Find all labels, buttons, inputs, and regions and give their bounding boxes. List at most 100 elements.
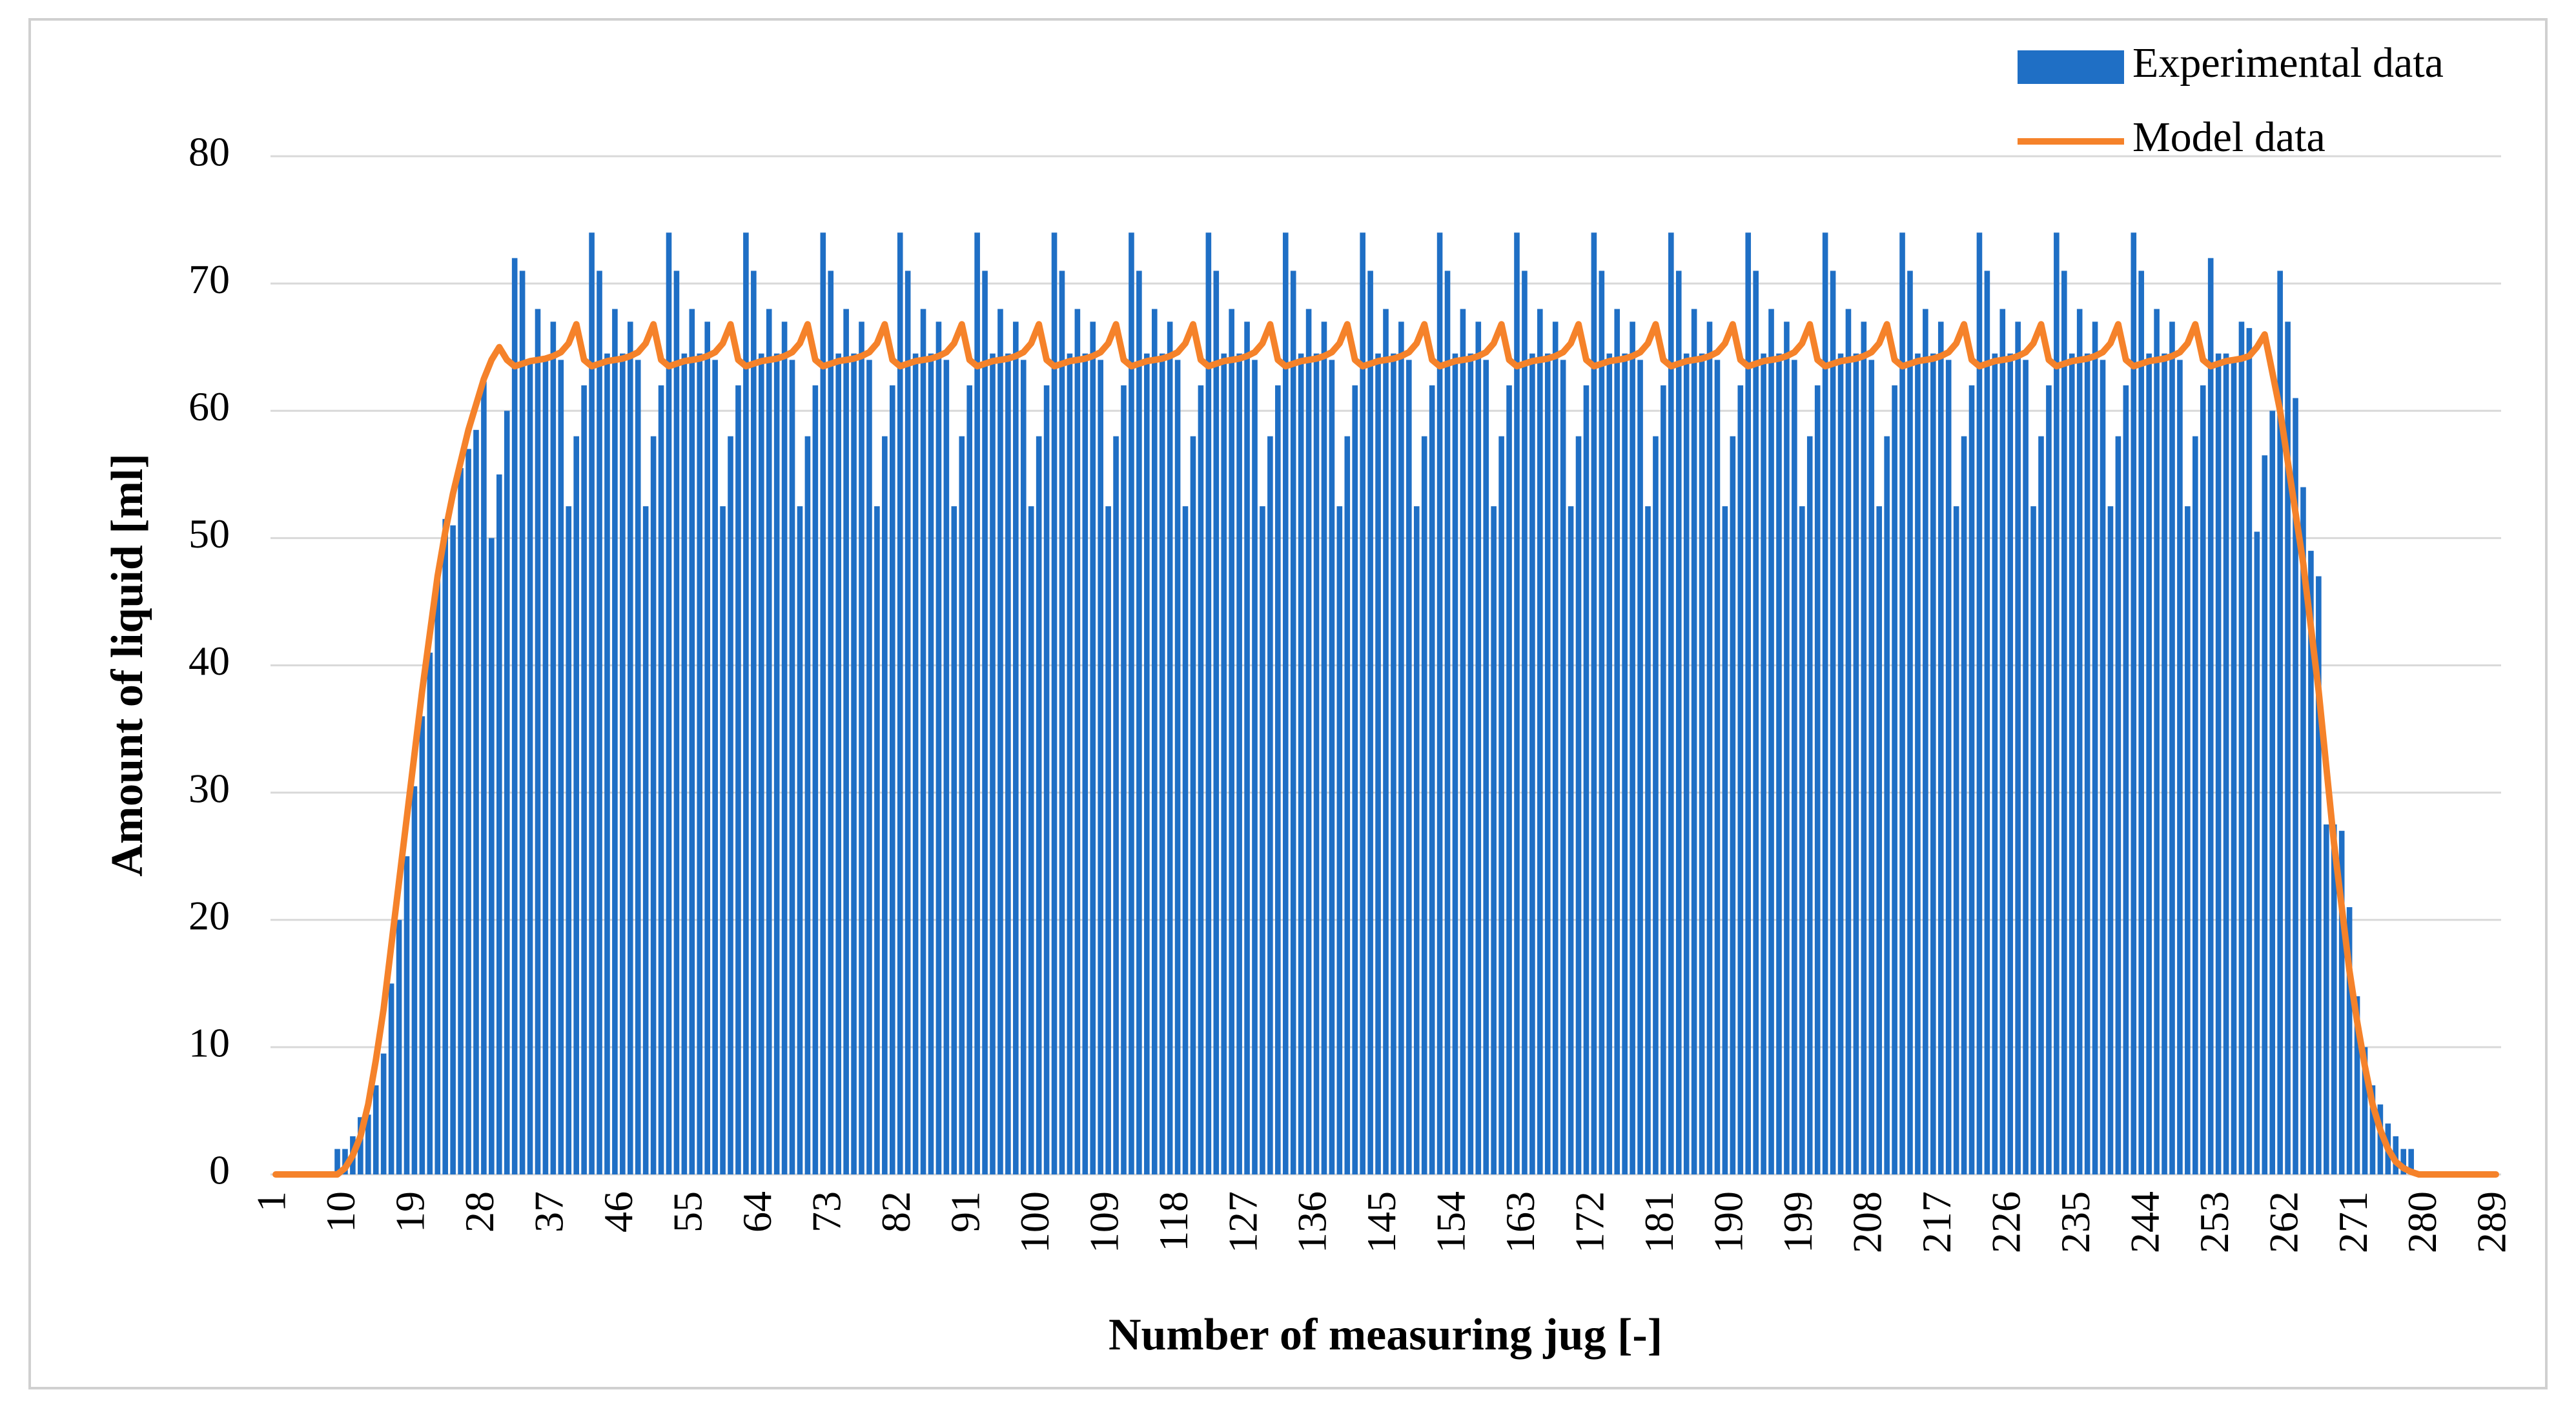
bar bbox=[1699, 353, 1705, 1175]
bar bbox=[1522, 271, 1528, 1175]
bar bbox=[673, 271, 680, 1175]
bar bbox=[1606, 353, 1613, 1175]
bar bbox=[1506, 385, 1512, 1175]
bar bbox=[1675, 271, 1682, 1175]
bar bbox=[1899, 232, 1905, 1174]
bar bbox=[1074, 309, 1081, 1174]
bar bbox=[820, 232, 826, 1174]
bar bbox=[1020, 360, 1027, 1174]
bar bbox=[859, 322, 864, 1175]
bar bbox=[1661, 385, 1666, 1175]
bar bbox=[604, 353, 610, 1175]
bar bbox=[2084, 353, 2090, 1175]
bar bbox=[1336, 506, 1343, 1174]
bar bbox=[1976, 232, 1983, 1174]
bar bbox=[496, 474, 502, 1174]
bar bbox=[434, 576, 441, 1174]
bar bbox=[1776, 353, 1782, 1175]
bar bbox=[2377, 1104, 2384, 1174]
y-tick-label: 20 bbox=[189, 892, 230, 938]
bar bbox=[2400, 1149, 2407, 1174]
bar bbox=[1121, 385, 1127, 1175]
bar bbox=[1884, 436, 1890, 1174]
y-tick-label: 60 bbox=[189, 384, 230, 429]
bar bbox=[427, 652, 433, 1174]
bar bbox=[2185, 506, 2191, 1174]
bar bbox=[1105, 506, 1111, 1174]
bar bbox=[2346, 907, 2353, 1174]
bar bbox=[550, 322, 557, 1175]
x-tick-label: 289 bbox=[2469, 1191, 2515, 1253]
bar bbox=[797, 506, 803, 1174]
bar bbox=[1937, 322, 1944, 1175]
bar bbox=[1452, 353, 1458, 1175]
bar bbox=[2015, 322, 2021, 1175]
bar bbox=[2354, 996, 2360, 1174]
bar bbox=[658, 385, 664, 1175]
x-tick-label: 28 bbox=[456, 1191, 502, 1233]
bar bbox=[2107, 506, 2114, 1174]
labels: 0 10 20 30 40 50 60 70 80 1 10 19 28 37 46 55 64 73 82 91 10… bbox=[189, 39, 2515, 1253]
bar bbox=[866, 360, 872, 1174]
bar bbox=[2200, 385, 2206, 1175]
bar bbox=[1174, 360, 1181, 1174]
bar bbox=[2054, 232, 2060, 1174]
bar bbox=[1244, 322, 1250, 1175]
bar bbox=[2293, 398, 2298, 1174]
bar bbox=[1892, 385, 1897, 1175]
bar bbox=[2169, 322, 2175, 1175]
bar bbox=[2231, 360, 2237, 1174]
x-tick-label: 262 bbox=[2260, 1191, 2306, 1253]
bar bbox=[1830, 271, 1836, 1175]
bar bbox=[404, 856, 410, 1174]
bar bbox=[2369, 1085, 2376, 1174]
bar bbox=[951, 506, 957, 1174]
bar bbox=[935, 322, 942, 1175]
bar bbox=[2115, 436, 2121, 1174]
bar bbox=[697, 353, 703, 1175]
bar bbox=[781, 322, 788, 1175]
bar bbox=[1267, 436, 1273, 1174]
bar bbox=[1653, 436, 1659, 1174]
x-axis-title: Number of measuring jug [-] bbox=[1109, 1310, 1662, 1360]
bar bbox=[1059, 271, 1065, 1175]
bar bbox=[1761, 353, 1766, 1175]
bar bbox=[1945, 360, 1952, 1174]
bar bbox=[1706, 322, 1713, 1175]
bar bbox=[1868, 360, 1875, 1174]
bar bbox=[751, 271, 757, 1175]
x-tick-label: 190 bbox=[1706, 1191, 1752, 1253]
bar bbox=[589, 232, 595, 1174]
bar bbox=[558, 360, 564, 1174]
bar bbox=[1745, 232, 1752, 1174]
bar bbox=[542, 360, 549, 1174]
bar bbox=[573, 436, 579, 1174]
legend-label: Experimental data bbox=[2132, 39, 2444, 87]
bar bbox=[1329, 360, 1335, 1174]
bar bbox=[1213, 271, 1220, 1175]
bar bbox=[1814, 385, 1821, 1175]
bar bbox=[1144, 353, 1150, 1175]
bar bbox=[2162, 353, 2167, 1175]
bar bbox=[1622, 353, 1628, 1175]
y-tick-label: 0 bbox=[209, 1147, 230, 1193]
bar bbox=[758, 353, 764, 1175]
bar bbox=[1036, 436, 1042, 1174]
bar bbox=[1321, 322, 1327, 1175]
x-tick-label: 109 bbox=[1081, 1191, 1127, 1253]
bar bbox=[504, 411, 510, 1174]
marks bbox=[272, 232, 2499, 1178]
bar bbox=[2146, 353, 2152, 1175]
bar bbox=[1043, 385, 1050, 1175]
bar bbox=[2207, 258, 2214, 1175]
bar bbox=[597, 271, 602, 1175]
x-tick-label: 73 bbox=[803, 1191, 849, 1233]
bar bbox=[2030, 506, 2036, 1174]
bar bbox=[473, 429, 479, 1174]
bar bbox=[920, 309, 926, 1174]
bar bbox=[2223, 353, 2229, 1175]
bar bbox=[828, 271, 834, 1175]
bar bbox=[681, 353, 688, 1175]
bar bbox=[1514, 232, 1520, 1174]
bar bbox=[1861, 322, 1867, 1175]
